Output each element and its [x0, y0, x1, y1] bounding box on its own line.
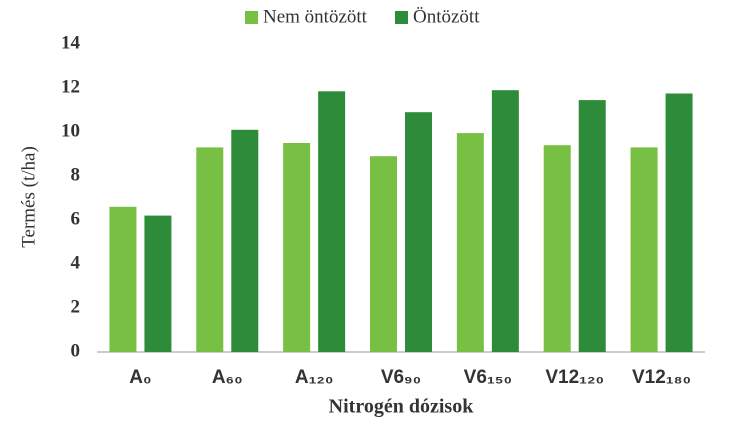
bar	[578, 100, 606, 352]
y-axis-label: Termés (t/ha)	[18, 146, 39, 248]
bar	[665, 93, 693, 352]
bar	[543, 145, 571, 352]
bar	[370, 156, 397, 352]
legend-swatch	[395, 11, 408, 24]
y-tick-label: 2	[71, 296, 81, 317]
x-tick-label: V12₁₂₀	[545, 367, 604, 388]
y-tick-label: 6	[71, 208, 81, 229]
y-tick-label: 4	[71, 252, 81, 273]
bar	[109, 206, 137, 352]
bar	[491, 90, 519, 352]
bar	[405, 112, 432, 352]
x-tick-label: V6₁₅₀	[464, 367, 512, 388]
bar	[144, 215, 172, 352]
x-tick-label: A₀	[129, 367, 151, 388]
bar	[196, 147, 224, 352]
x-tick-label: V6₉₀	[381, 367, 421, 388]
bar	[283, 143, 311, 352]
x-tick-label: A₁₂₀	[295, 367, 334, 388]
bar	[456, 133, 484, 352]
legend-label: Nem öntözött	[263, 6, 368, 27]
x-tick-label: V12₁₈₀	[632, 367, 691, 388]
legend-label: Öntözött	[413, 6, 480, 27]
bar	[318, 91, 346, 353]
x-axis-label: Nitrogén dózisok	[329, 396, 475, 418]
y-tick-label: 10	[61, 120, 80, 141]
y-tick-label: 12	[61, 76, 80, 97]
x-tick-label: A₆₀	[212, 367, 243, 388]
bar	[231, 129, 259, 352]
y-tick-label: 8	[71, 164, 81, 185]
bar	[630, 147, 658, 352]
y-tick-label: 14	[61, 32, 81, 53]
y-tick-label: 0	[71, 340, 81, 361]
legend-swatch	[245, 11, 258, 24]
